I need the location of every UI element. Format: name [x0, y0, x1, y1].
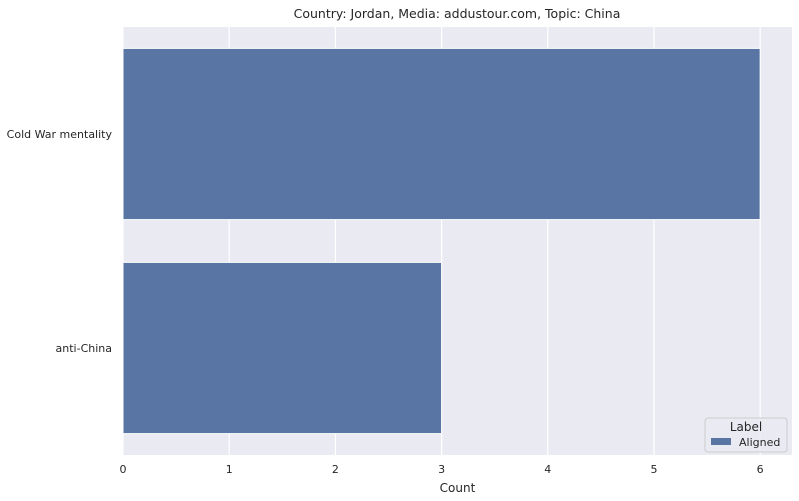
x-tick-label: 2 — [332, 463, 339, 476]
legend-title: Label — [730, 420, 762, 434]
bars — [122, 47, 761, 435]
x-tick-label: 4 — [544, 463, 551, 476]
y-axis-ticks: Cold War mentality anti-China — [7, 128, 113, 355]
legend-label-aligned: Aligned — [739, 436, 780, 449]
x-tick-label: 6 — [757, 463, 764, 476]
legend: Label Aligned — [704, 417, 788, 453]
y-tick-label: Cold War mentality — [7, 128, 113, 141]
x-tick-label: 0 — [120, 463, 127, 476]
x-tick-label: 5 — [650, 463, 657, 476]
bar-anti-china — [122, 261, 443, 435]
chart-title: Country: Jordan, Media: addustour.com, T… — [294, 6, 621, 21]
bar-cold-war-mentality — [122, 47, 761, 221]
legend-swatch-aligned — [711, 438, 731, 445]
x-axis-ticks: 0 1 2 3 4 5 6 — [120, 463, 764, 476]
y-tick-label: anti-China — [56, 342, 112, 355]
x-tick-label: 1 — [226, 463, 233, 476]
x-tick-label: 3 — [438, 463, 445, 476]
x-axis-label: Count — [440, 481, 476, 495]
